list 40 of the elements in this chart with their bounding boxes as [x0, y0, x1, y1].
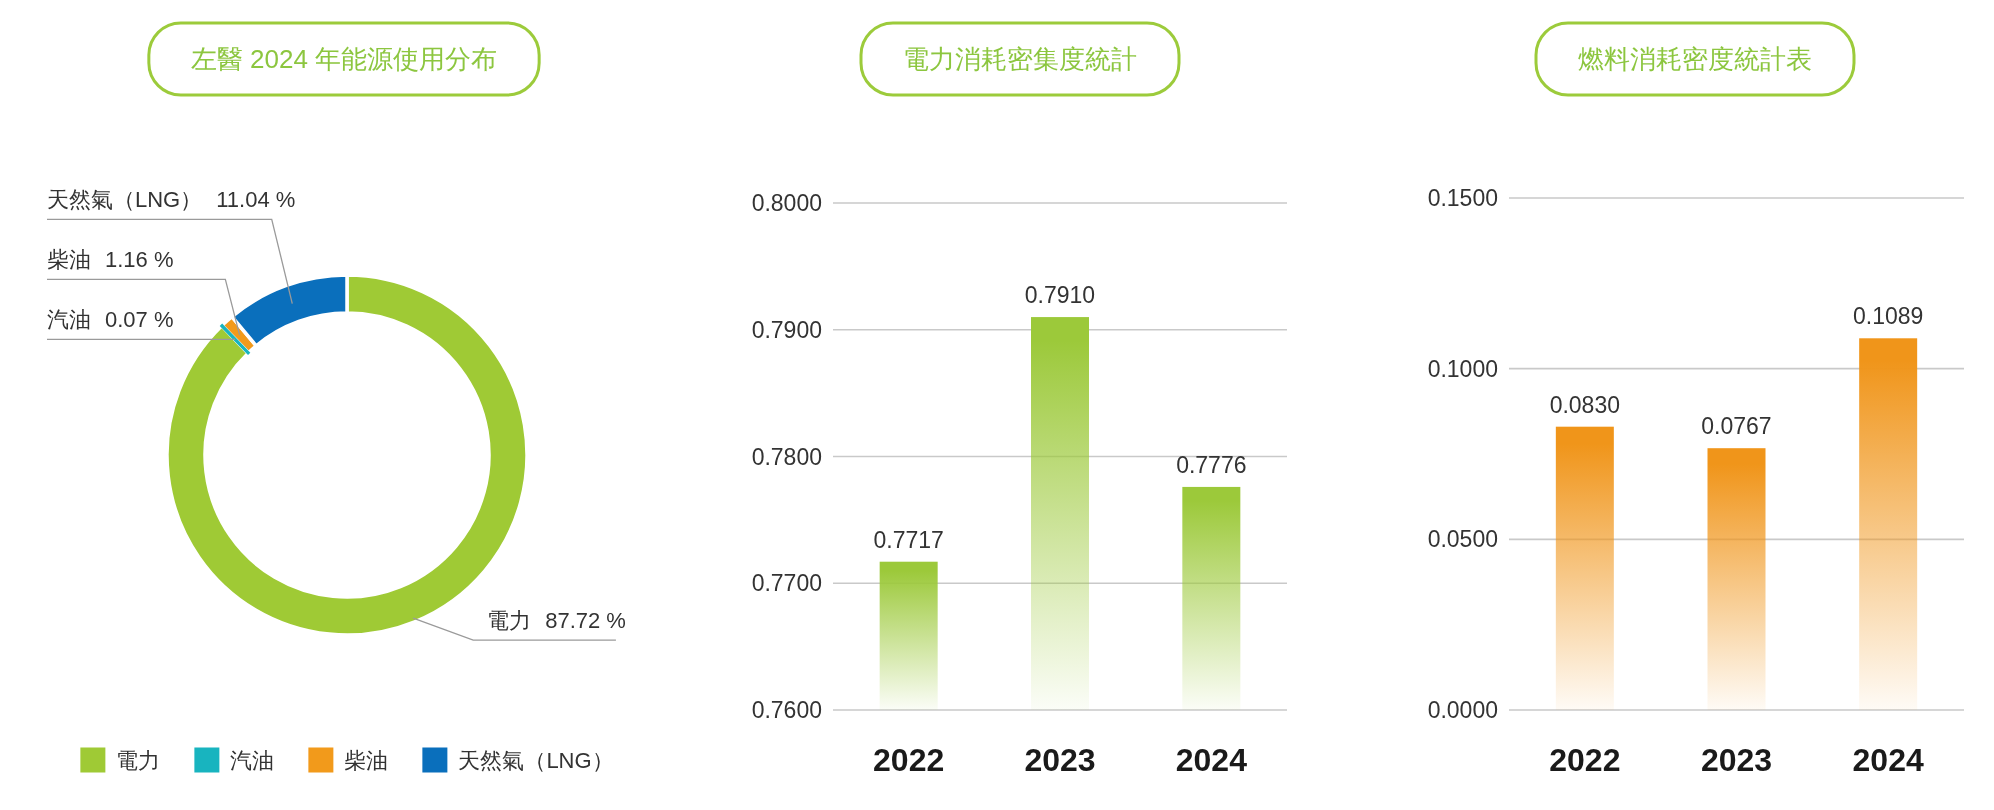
y-tick-label: 0.1500: [1427, 185, 1498, 211]
slice-label: 電力: [487, 608, 532, 634]
data-label: 0.07 %: [105, 307, 174, 333]
data-label: 0.0830: [1549, 391, 1621, 418]
data-label: 0.1089: [1852, 303, 1924, 330]
y-tick-label: 0.7600: [751, 697, 822, 723]
legend-label: 電力: [116, 748, 161, 773]
x-tick-label: 2024: [1175, 742, 1248, 778]
chart-title: 電力消耗密集度統計: [903, 44, 1137, 74]
data-label: 0.7910: [1024, 282, 1096, 309]
legend-label: 柴油: [344, 748, 389, 773]
data-label: 0.7717: [873, 526, 944, 553]
data-label: 1.16 %: [105, 247, 174, 273]
bar: [1707, 448, 1766, 710]
y-tick-label: 0.8000: [751, 190, 822, 216]
bar: [1859, 338, 1918, 710]
chart-title: 燃料消耗密度統計表: [1578, 44, 1812, 74]
legend-label: 汽油: [230, 748, 275, 773]
legend-label: 天然氣（LNG）: [458, 748, 614, 773]
data-label: 0.0767: [1701, 413, 1772, 440]
slice-label: 天然氣（LNG）: [47, 187, 203, 213]
chart-title: 左醫 2024 年能源使用分布: [190, 44, 498, 74]
x-tick-label: 2024: [1852, 742, 1924, 778]
y-tick-label: 0.0500: [1427, 526, 1498, 553]
y-tick-label: 0.0000: [1427, 697, 1498, 723]
y-tick-label: 0.1000: [1427, 355, 1498, 382]
y-tick-label: 0.7700: [751, 570, 822, 597]
donut-slice: [220, 324, 250, 355]
x-tick-label: 2023: [1024, 742, 1096, 778]
x-tick-label: 2022: [1549, 742, 1621, 778]
slice-label: 柴油: [47, 247, 91, 273]
slice-label: 汽油: [47, 307, 91, 333]
y-tick-label: 0.7900: [751, 316, 822, 343]
y-tick-label: 0.7800: [751, 443, 822, 470]
data-label: 87.72 %: [545, 608, 626, 634]
bar: [1555, 426, 1614, 710]
data-label: 0.7776: [1176, 451, 1247, 478]
data-label: 11.04 %: [216, 187, 296, 213]
x-tick-label: 2022: [873, 742, 945, 778]
x-tick-label: 2023: [1700, 742, 1773, 778]
